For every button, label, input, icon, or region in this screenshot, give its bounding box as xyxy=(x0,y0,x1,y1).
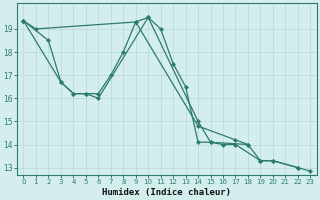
X-axis label: Humidex (Indice chaleur): Humidex (Indice chaleur) xyxy=(102,188,231,197)
